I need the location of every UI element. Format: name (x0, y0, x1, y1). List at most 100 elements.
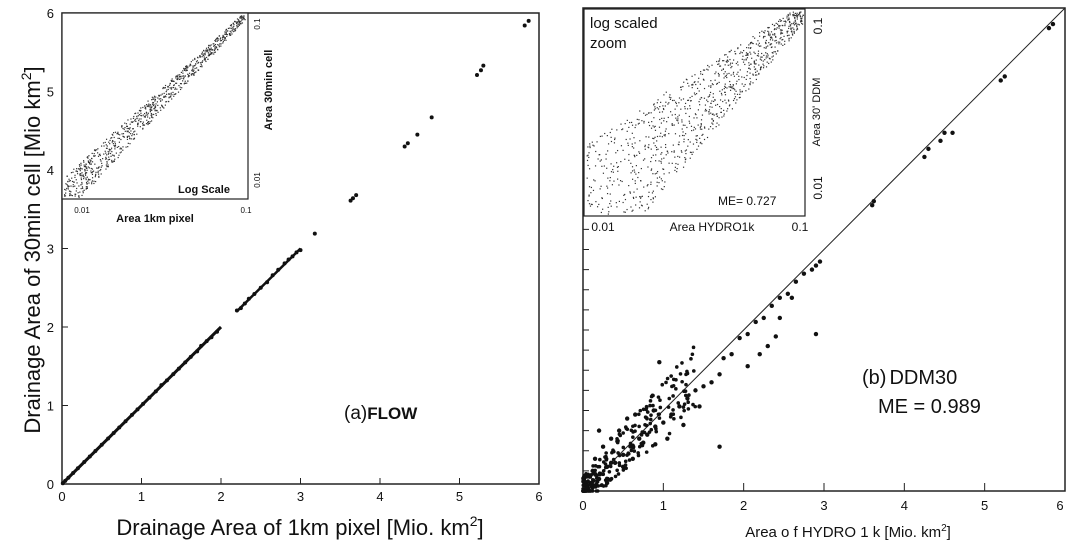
panel-a-inset-point (160, 100, 162, 102)
panel-b-inset-point (758, 32, 761, 34)
panel-b-inset-point (725, 75, 728, 77)
panel-b-point (604, 457, 608, 461)
panel-b-inset-point (691, 95, 693, 97)
panel-a-inset-point (224, 36, 226, 39)
panel-b-inset-point (715, 71, 717, 73)
panel-a-inset-point (95, 173, 97, 175)
panel-b-inset-point (663, 94, 665, 96)
panel-a-inset-point (158, 95, 160, 97)
panel-b-inset-point (786, 17, 788, 19)
panel-a-inset-point (127, 119, 129, 121)
panel-a-inset-point (118, 137, 121, 140)
panel-a-inset-point (122, 135, 124, 137)
panel-b-point (586, 474, 590, 478)
panel-a-inset-point (140, 112, 142, 114)
panel-a-inset-point (205, 60, 207, 63)
panel-b-point (581, 483, 586, 488)
panel-a-inset-point (232, 22, 234, 24)
panel-b-inset-point (756, 74, 758, 76)
panel-a-inset-point (91, 168, 94, 170)
panel-b-points (581, 21, 1056, 493)
panel-a-inset-point (229, 30, 231, 32)
panel-b-inset-point (624, 123, 626, 125)
panel-a-inset-point (146, 105, 148, 107)
panel-a-inset-point (237, 23, 239, 25)
panel-b-inset-point (731, 62, 734, 64)
panel-b-inset-point (687, 139, 689, 141)
panel-a-inset-point (236, 25, 239, 27)
panel-a-inset-point (232, 30, 234, 33)
panel-a-x-axis-label: Drainage Area of 1km pixel [Mio. km2] (116, 513, 483, 540)
panel-b-inset-point (703, 126, 706, 128)
panel-b-point (654, 427, 658, 431)
panel-a-inset-point (237, 25, 239, 28)
panel-b-inset-point (775, 42, 778, 44)
panel-a-inset-point (116, 146, 118, 148)
panel-a-inset-point (82, 190, 84, 192)
panel-b-inset-point (621, 180, 623, 183)
panel-a-inset-point (179, 82, 182, 85)
panel-b-inset-point (771, 23, 774, 26)
panel-b-inset-point (792, 14, 794, 16)
panel-a-inset-point (70, 191, 72, 193)
panel-a-inset-point (107, 153, 109, 155)
panel-b-inset-point (606, 135, 608, 137)
panel-b-inset-point (754, 68, 756, 71)
panel-b-inset-point (647, 146, 649, 148)
panel-b-inset-point (665, 91, 667, 93)
panel-a-inset-point (190, 64, 192, 66)
panel-a-inset-point (118, 154, 120, 156)
panel-a-inset-point (222, 42, 224, 44)
panel-b-inset-point (689, 122, 691, 124)
panel-b-point (769, 303, 774, 309)
panel-a-inset-point (193, 65, 195, 67)
panel-a-inset-point (144, 107, 146, 109)
panel-a-inset-point (203, 49, 205, 52)
panel-a-inset-point (78, 168, 81, 170)
panel-b-inset-point (766, 61, 768, 63)
panel-b-inset-point (753, 61, 756, 63)
panel-b-inset-point (707, 100, 709, 103)
panel-b-inset-point (730, 67, 732, 69)
panel-a-inset-point (149, 111, 151, 113)
panel-a-inset-point (187, 80, 189, 82)
panel-a-inset-point (150, 112, 152, 115)
panel-a-inset-point (220, 45, 222, 47)
panel-b-inset-point (676, 105, 678, 107)
panel-b-inset-point (671, 99, 674, 102)
panel-a-inset-point (71, 194, 73, 197)
panel-b-inset-point (765, 47, 767, 49)
panel-b-inset-point (728, 105, 731, 107)
panel-a-inset-point (88, 161, 90, 163)
panel-b-inset-point (638, 151, 640, 153)
panel-a-inset-point (182, 80, 184, 82)
panel-b-inset-point (684, 124, 686, 126)
panel-b-inset-point (796, 26, 798, 28)
panel-a-inset-point (90, 170, 92, 172)
panel-a-inset-point (176, 76, 178, 78)
panel-a-inset-point (114, 146, 116, 148)
panel-a-inset-point (90, 161, 92, 163)
panel-a-inset-point (98, 166, 100, 168)
panel-b-inset-point (650, 183, 652, 185)
panel-b-inset-point (709, 106, 711, 108)
panel-b-inset-point (606, 187, 609, 189)
panel-b-inset-point (725, 54, 727, 56)
panel-b-inset-point (707, 96, 709, 98)
panel-a-inset-point (105, 164, 108, 166)
panel-a-inset-point (204, 54, 206, 56)
panel-b-inset-point (724, 83, 726, 85)
panel-b-inset-point (738, 78, 740, 81)
panel-b-point (624, 416, 630, 421)
panel-a-inset-point (97, 152, 99, 154)
panel-b-inset-point (726, 56, 729, 58)
panel-b-inset-point (691, 84, 693, 86)
panel-b-inset-point (660, 178, 662, 180)
panel-b-point (615, 468, 619, 473)
panel-a-inset-point (138, 118, 140, 120)
panel-a-inset-point (83, 178, 85, 180)
panel-b-inset-point (636, 118, 638, 121)
panel-b-inset-point (733, 59, 735, 61)
panel-a-inset-point (154, 110, 156, 112)
panel-a-inset-point (144, 115, 146, 117)
